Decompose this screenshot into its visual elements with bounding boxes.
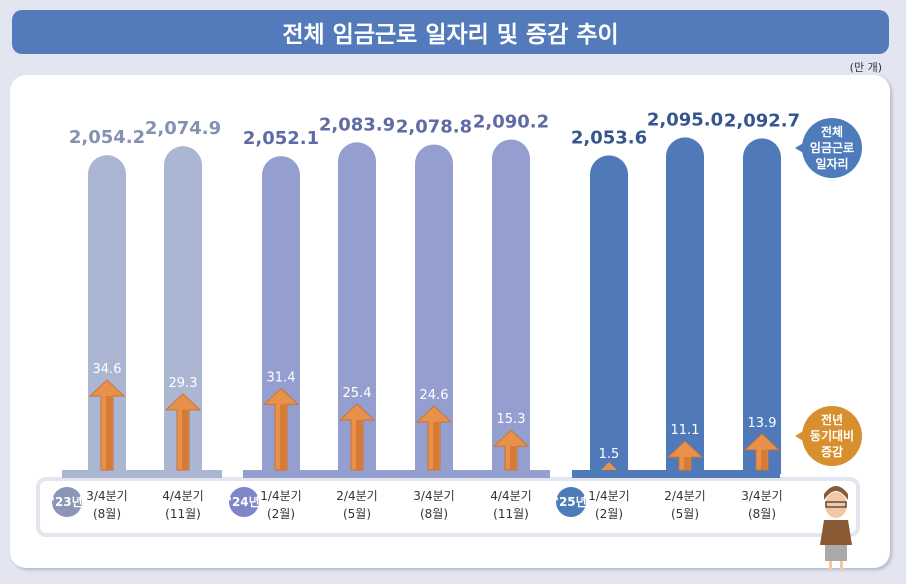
change-value-label: 25.4 [343,386,372,401]
hair-icon [824,486,848,500]
x-tick-quarter: 4/4분기 [162,489,203,503]
callout-circle [802,406,862,466]
total-value-label: 2,078.8 [396,116,472,137]
x-tick-month: (2월) [267,507,295,521]
skirt-icon [825,545,847,561]
callout-text: 증감 [821,444,843,459]
x-tick-quarter: 2/4분기 [336,489,377,503]
leg-icon [840,561,843,571]
total-bar [338,142,376,475]
x-tick-month: (11월) [493,507,529,521]
jacket-icon [820,520,852,545]
x-tick-month: (8월) [93,507,121,521]
chart-title: 전체 임금근로 일자리 및 증감 추이 [282,22,619,48]
year-badge-circle [52,487,82,517]
total-bar [743,138,781,474]
presenter-illustration [820,486,852,571]
total-bar [492,139,530,475]
x-tick-month: (11월) [165,507,201,521]
callout-text: 일자리 [815,156,848,171]
x-tick-month: (5월) [343,507,371,521]
year-badge-label: '24년 [228,495,259,509]
x-tick-quarter: 4/4분기 [490,489,531,503]
change-arrow-shade [356,419,362,470]
change-value-label: 11.1 [671,423,700,438]
callout-text: 동기대비 [810,428,854,443]
year-badge: '25년 [555,487,587,517]
year-badge-circle [556,487,586,517]
total-bar [164,146,202,474]
x-tick-month: (5월) [671,507,699,521]
change-value-label: 13.9 [748,416,777,431]
callout-text: 전년 [821,412,843,427]
year-badge: '24년 [228,487,260,517]
x-tick-quarter: 3/4분기 [86,489,127,503]
x-tick-quarter: 3/4분기 [413,489,454,503]
total-value-label: 2,054.2 [69,127,145,148]
change-arrow [601,462,617,470]
face-icon [825,492,847,518]
year-badge-circle [229,487,259,517]
leg-icon [829,561,832,571]
change-value-label: 31.4 [267,370,296,385]
x-tick-quarter: 2/4분기 [664,489,705,503]
x-tick-month: (8월) [748,507,776,521]
change-arrow-shade [106,396,112,470]
total-bar [590,155,628,474]
x-tick-month: (2월) [595,507,623,521]
change-arrow-shade [433,422,439,470]
change-arrow-shade [761,449,767,470]
change-arrow-shade [182,409,188,470]
total-bar [415,144,453,474]
change-arrow-shade [510,446,516,470]
callout-circle [802,118,862,178]
total-bar [666,137,704,474]
change-value-label: 24.6 [420,388,449,403]
change-value-label: 29.3 [169,376,198,391]
group-baseline [243,470,550,478]
total-value-label: 2,090.2 [473,112,549,133]
x-axis-box [36,477,860,537]
total-value-label: 2,053.6 [571,127,647,148]
total-bar [262,156,300,474]
unit-label: (만 개) [849,61,882,74]
year-badge-label: '25년 [555,495,586,509]
total-value-label: 2,083.9 [319,114,395,135]
total-value-label: 2,074.9 [145,118,221,139]
total-value-label: 2,095.0 [647,109,723,130]
x-tick-month: (8월) [420,507,448,521]
x-tick-quarter: 3/4분기 [741,489,782,503]
callout-text: 임금근로 [810,141,854,155]
change-value-label: 34.6 [93,362,122,377]
year-badge: '23년 [51,487,83,517]
glasses-icon [825,501,847,508]
x-tick-quarter: 1/4분기 [588,489,629,503]
change-value-label: 1.5 [599,447,620,462]
x-tick-quarter: 1/4분기 [260,489,301,503]
title-banner: 전체 임금근로 일자리 및 증감 추이 [12,10,889,54]
change-arrow-shade [684,457,690,470]
change-value-label: 15.3 [497,412,526,427]
year-badge-label: '23년 [51,495,82,509]
total-value-label: 2,052.1 [243,128,319,149]
total-value-label: 2,092.7 [724,110,800,131]
callout-text: 전체 [821,124,843,139]
group-baseline [62,470,222,478]
change-arrow-shade [280,404,286,470]
change-arrow [666,440,704,471]
